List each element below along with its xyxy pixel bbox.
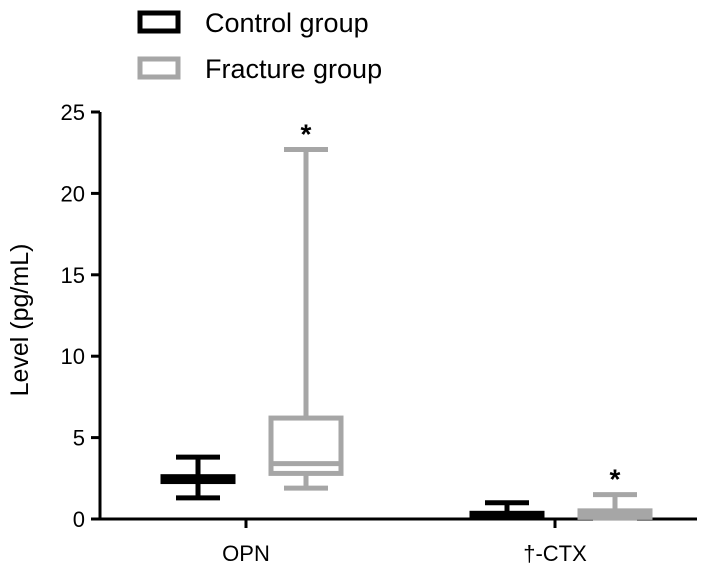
- plot-area: **: [160, 118, 653, 521]
- y-tick-label: 25: [61, 100, 85, 125]
- x-tick-label: OPN: [222, 541, 270, 566]
- legend-label: Fracture group: [205, 54, 382, 84]
- legend-swatch: [137, 10, 181, 34]
- y-tick-label: 15: [61, 263, 85, 288]
- box-plot-control-group-1: [469, 500, 545, 520]
- legend: Control group Fracture group: [137, 8, 382, 84]
- box-plot-fracture-group-1: *: [577, 464, 653, 521]
- y-tick-label: 10: [61, 344, 85, 369]
- box-plot-control-group-0: [160, 454, 236, 501]
- legend-swatch: [137, 56, 181, 80]
- significance-marker: *: [301, 118, 312, 149]
- y-tick-label: 5: [73, 426, 85, 451]
- box-plot-fracture-group-0: *: [268, 118, 344, 491]
- y-tick-label: 0: [73, 507, 85, 532]
- significance-marker: *: [610, 464, 621, 495]
- legend-label: Control group: [205, 8, 369, 38]
- y-tick-label: 20: [61, 181, 85, 206]
- y-axis-label: Level (pg/mL): [6, 244, 34, 397]
- x-axis: OPN †-CTX: [98, 517, 697, 566]
- x-tick-label: †-CTX: [523, 541, 587, 566]
- y-axis: 0 5 10 15 20 25: [61, 100, 102, 532]
